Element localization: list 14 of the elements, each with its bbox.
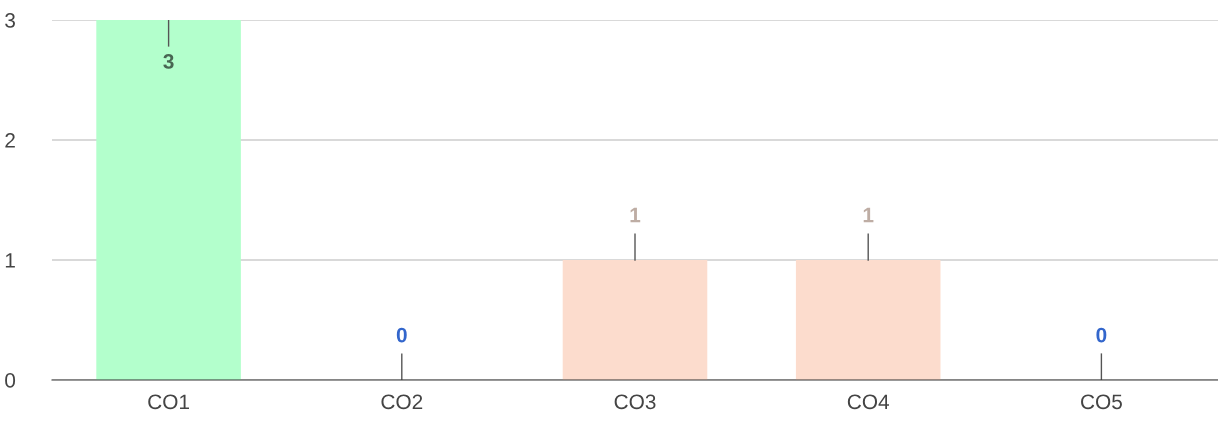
y-tick-label: 0 [5, 373, 16, 388]
x-tick-label: CO5 [1081, 394, 1122, 410]
data-label: 3 [163, 54, 174, 69]
data-label: 0 [1096, 327, 1107, 343]
data-label: 1 [630, 207, 641, 223]
y-tick-label: 3 [5, 13, 15, 28]
y-tick-label: 1 [5, 253, 15, 268]
x-tick-label: CO2 [381, 394, 423, 410]
x-tick-label: CO1 [148, 394, 189, 410]
y-tick-label: 2 [5, 133, 15, 148]
x-tick-label: CO3 [614, 394, 656, 410]
data-label: 1 [863, 207, 874, 223]
data-label: 0 [396, 327, 407, 343]
x-tick-label: CO4 [847, 394, 890, 410]
